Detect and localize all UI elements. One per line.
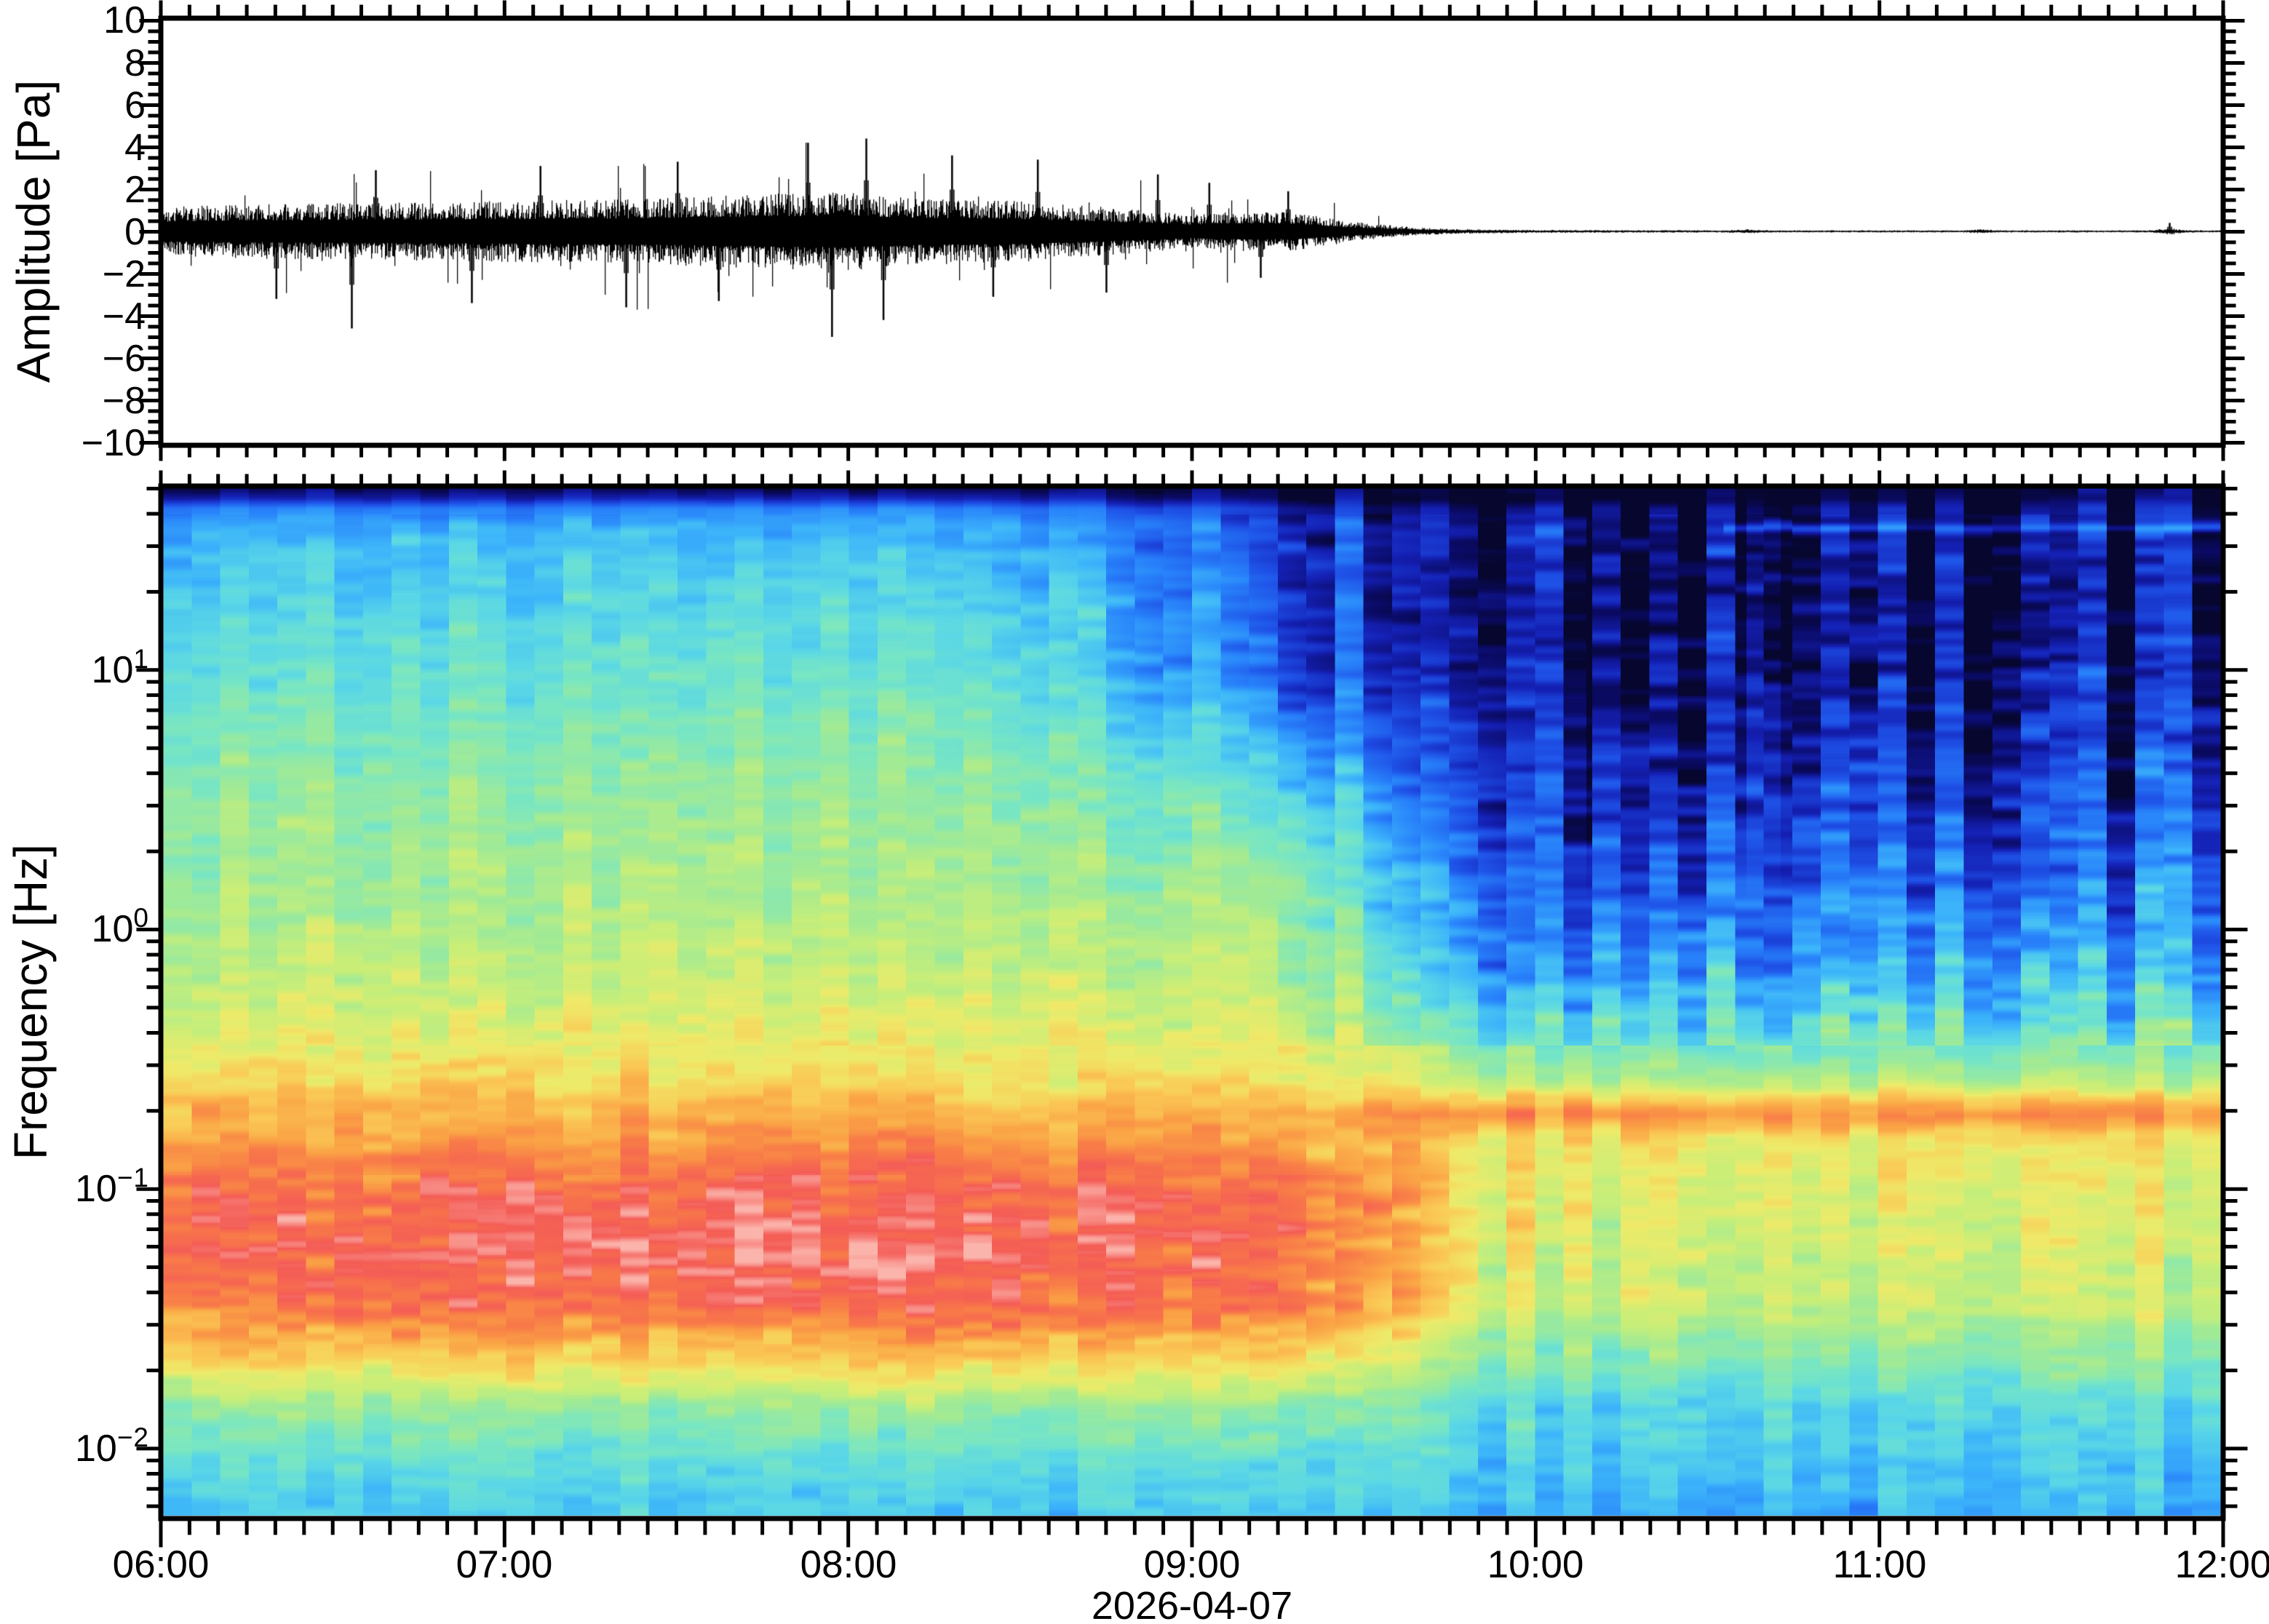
waveform-canvas <box>163 20 2221 442</box>
freq-tick-base: 10 <box>91 649 134 691</box>
time-tick-label-1000: 10:00 <box>1487 1543 1584 1586</box>
spectrogram-frame <box>158 483 2226 1521</box>
time-tick-label-0800: 08:00 <box>800 1543 897 1586</box>
freq-tick-exp: 0 <box>133 903 149 933</box>
amp-tick-label-10: 10 <box>103 0 146 41</box>
amp-tick-label-0: 0 <box>124 211 146 253</box>
freq-tick-exp: −2 <box>116 1422 149 1452</box>
time-tick-label-0700: 07:00 <box>456 1543 553 1586</box>
time-tick-label-1200: 12:00 <box>2174 1543 2269 1586</box>
amp-tick-label-m8: −8 <box>102 380 146 422</box>
amp-tick-label-4: 4 <box>124 127 146 169</box>
frequency-axis-title: Frequency [Hz] <box>4 844 57 1160</box>
waveform-frame <box>158 15 2226 448</box>
amp-tick-label-m10: −10 <box>81 422 146 464</box>
freq-tick-exp: 1 <box>133 644 149 674</box>
freq-tick-base: 10 <box>91 908 134 950</box>
amp-tick-label-6: 6 <box>124 84 146 127</box>
freq-tick-base: 10 <box>74 1168 117 1210</box>
freq-tick-exp: −1 <box>116 1163 149 1193</box>
amp-tick-label-m6: −6 <box>102 338 146 380</box>
freq-tick-label-1e-1: 10−1 <box>0 1163 149 1214</box>
amp-tick-label-m2: −2 <box>102 253 146 295</box>
tick-marks <box>136 0 2248 1548</box>
amp-tick-label-8: 8 <box>124 42 146 84</box>
amp-tick-label-m4: −4 <box>102 295 146 338</box>
amp-tick-label-2: 2 <box>124 169 146 211</box>
spectrogram-canvas <box>163 488 2221 1516</box>
freq-tick-label-1e0: 100 <box>0 903 149 954</box>
freq-tick-base: 10 <box>74 1428 117 1470</box>
time-tick-label-0600: 06:00 <box>112 1543 210 1586</box>
time-tick-label-1100: 11:00 <box>1832 1543 1927 1586</box>
time-tick-label-0900: 09:00 <box>1143 1543 1241 1586</box>
freq-tick-label-1e-2: 10−2 <box>0 1422 149 1473</box>
freq-tick-label-1e1: 101 <box>0 644 149 695</box>
date-label: 2026-04-07 <box>1091 1584 1293 1624</box>
